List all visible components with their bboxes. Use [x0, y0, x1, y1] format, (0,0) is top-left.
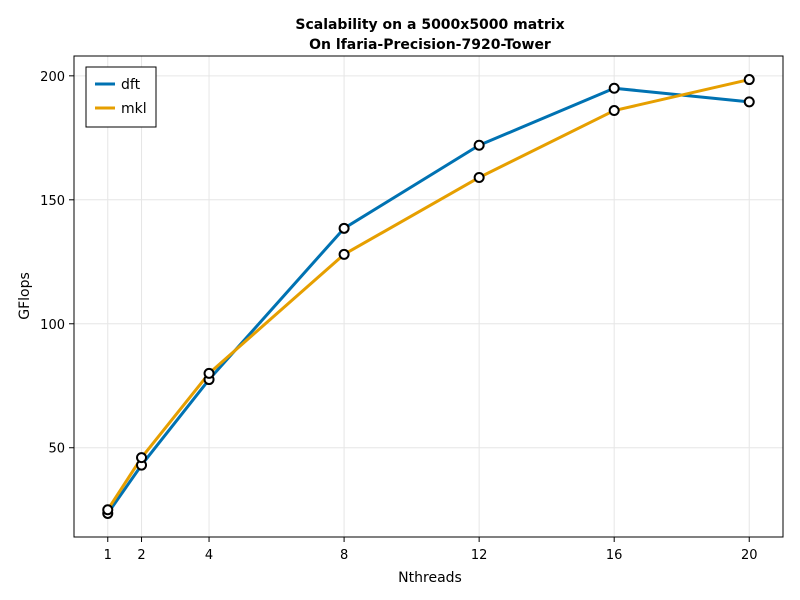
y-tick-label: 100: [40, 318, 65, 333]
x-tick-label: 20: [741, 548, 758, 563]
data-point-mkl: [102, 504, 114, 516]
chart-subtitle: On lfaria-Precision-7920-Tower: [309, 37, 551, 53]
series-layer: [106, 78, 750, 515]
y-tick-label: 200: [40, 70, 65, 85]
x-tick-label: 1: [104, 548, 112, 563]
legend-label-mkl: mkl: [121, 101, 147, 117]
x-tick-label: 16: [606, 548, 623, 563]
grid: [74, 56, 783, 537]
x-tick-label: 12: [471, 548, 488, 563]
data-point-mkl: [203, 367, 215, 379]
marker-layer: [102, 74, 755, 519]
plot-frame: [73, 55, 784, 538]
y-tick-label: 50: [48, 442, 65, 457]
data-point-mkl: [608, 105, 620, 117]
data-point-dft: [743, 96, 755, 108]
legend-label-dft: dft: [121, 77, 141, 93]
x-tick-label: 4: [205, 548, 213, 563]
data-point-dft: [338, 222, 350, 234]
data-point-dft: [608, 82, 620, 94]
chart-title: Scalability on a 5000x5000 matrix: [295, 17, 564, 33]
series-line-mkl: [106, 78, 750, 511]
data-point-mkl: [136, 452, 148, 464]
data-point-dft: [473, 139, 485, 151]
x-axis-label: Nthreads: [398, 570, 462, 586]
data-point-mkl: [743, 74, 755, 86]
y-axis-label: GFlops: [17, 272, 33, 320]
data-point-mkl: [338, 248, 350, 260]
y-tick-label: 150: [40, 194, 65, 209]
series-line-dft: [106, 86, 750, 515]
legend: dft mkl: [85, 66, 157, 128]
legend-box: [85, 66, 157, 128]
x-axis-ticks: 1 2 4 8 12 16 20: [104, 537, 758, 563]
x-tick-label: 8: [340, 548, 348, 563]
x-tick-label: 2: [137, 548, 145, 563]
y-axis-ticks: 50 100 150 200: [40, 70, 74, 457]
data-point-mkl: [473, 171, 485, 183]
